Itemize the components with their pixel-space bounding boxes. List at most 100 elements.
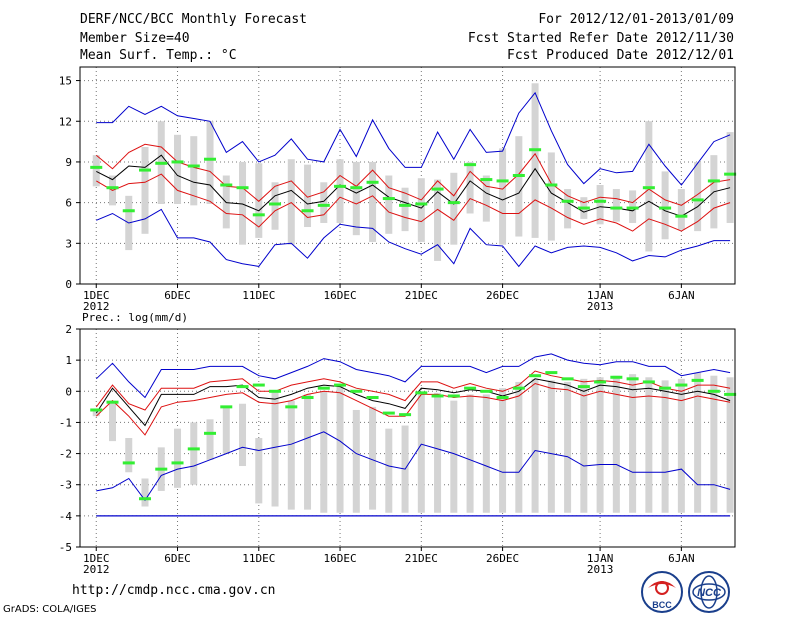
- spread-box: [401, 187, 409, 232]
- spread-box: [304, 394, 312, 510]
- spread-box: [547, 380, 555, 513]
- spread-box: [320, 182, 328, 223]
- spread-box: [450, 400, 458, 513]
- y-tick-label: 12: [59, 115, 72, 128]
- obs-marker: [610, 375, 623, 379]
- spread-box: [141, 478, 149, 507]
- obs-marker: [561, 199, 574, 203]
- y-tick-label: 1: [65, 354, 72, 367]
- spread-box: [547, 152, 555, 241]
- obs-marker: [122, 461, 135, 465]
- spread-box: [434, 179, 442, 261]
- spread-box: [271, 182, 279, 230]
- obs-marker: [594, 380, 607, 384]
- spread-box: [385, 428, 393, 513]
- spread-box: [190, 136, 198, 206]
- y-tick-label: -3: [59, 479, 72, 492]
- x-tick-label: 26DEC: [486, 552, 519, 565]
- obs-marker: [204, 431, 217, 435]
- obs-marker: [480, 389, 493, 393]
- spread-box: [726, 377, 734, 513]
- x-tick-label: 26DEC: [486, 289, 519, 302]
- obs-marker: [220, 183, 233, 187]
- obs-marker: [675, 214, 688, 218]
- ensemble-upper-line: [95, 370, 731, 411]
- ncc-logo: NCC: [688, 571, 730, 613]
- ensemble-max-line: [95, 353, 731, 399]
- spread-box: [450, 172, 458, 245]
- spread-box: [515, 381, 523, 513]
- chart-panel-2: Prec.: log(mm/d)-5-4-3-2-10121DEC20126DE…: [59, 311, 737, 576]
- spread-box: [645, 377, 653, 513]
- spread-box: [564, 189, 572, 229]
- ensemble-lower-line: [95, 382, 731, 436]
- obs-marker: [236, 385, 249, 389]
- member-size-label: Member Size=40: [80, 31, 190, 46]
- obs-marker: [171, 160, 184, 164]
- obs-marker: [496, 179, 509, 183]
- obs-marker: [382, 197, 395, 201]
- plot-frame: [79, 66, 736, 285]
- spread-box: [109, 400, 117, 442]
- spread-box: [612, 189, 620, 222]
- spread-box: [677, 378, 685, 513]
- obs-marker: [480, 178, 493, 182]
- y-tick-label: 9: [65, 156, 72, 169]
- obs-marker: [122, 209, 135, 213]
- spread-box: [515, 136, 523, 237]
- obs-marker: [529, 148, 542, 152]
- spread-box: [320, 391, 328, 513]
- spread-box: [482, 175, 490, 222]
- spread-box: [694, 161, 702, 232]
- x-tick-label: 6DEC: [164, 289, 191, 302]
- x-tick-label: 11DEC: [242, 289, 275, 302]
- obs-marker: [366, 396, 379, 400]
- spread-box: [385, 175, 393, 234]
- ncc-logo-text: NCC: [697, 587, 722, 599]
- spread-box: [580, 378, 588, 513]
- spread-box: [677, 189, 685, 230]
- spread-box: [174, 134, 182, 204]
- obs-marker: [626, 206, 639, 210]
- obs-marker: [447, 394, 460, 398]
- obs-marker: [447, 201, 460, 205]
- obs-marker: [724, 392, 737, 396]
- obs-marker: [187, 164, 200, 168]
- chart-title: DERF/NCC/BCC Monthly Forecast: [80, 12, 307, 27]
- obs-marker: [431, 187, 444, 191]
- obs-marker: [350, 186, 363, 190]
- x-tick-year-label: 2012: [83, 300, 110, 313]
- obs-marker: [334, 184, 347, 188]
- bcc-logo-text: BCC: [652, 600, 672, 610]
- spread-box: [417, 394, 425, 513]
- y-tick-label: -4: [59, 510, 73, 523]
- spread-box: [466, 394, 474, 513]
- obs-marker: [577, 385, 590, 389]
- obs-marker: [334, 383, 347, 387]
- ensemble-median-line: [96, 154, 731, 217]
- y-tick-label: 6: [65, 197, 72, 210]
- spread-box: [336, 159, 344, 223]
- obs-marker: [577, 206, 590, 210]
- obs-marker: [659, 206, 672, 210]
- x-tick-label: 11DEC: [242, 552, 275, 565]
- obs-marker: [675, 383, 688, 387]
- source-url[interactable]: http://cmdp.ncc.cma.gov.cn: [72, 583, 276, 598]
- obs-marker: [707, 389, 720, 393]
- spread-box: [190, 422, 198, 485]
- obs-marker: [659, 386, 672, 390]
- panel-title: Prec.: log(mm/d): [82, 311, 188, 324]
- spread-box: [222, 406, 230, 454]
- spread-box: [710, 375, 718, 513]
- obs-marker: [317, 203, 330, 207]
- ensemble-min-line: [96, 431, 731, 502]
- spread-box: [206, 121, 214, 204]
- x-tick-label: 6DEC: [164, 552, 191, 565]
- obs-marker: [252, 213, 265, 217]
- ensemble-max-line: [96, 91, 731, 186]
- obs-marker: [236, 186, 249, 190]
- spread-box: [596, 184, 604, 225]
- obs-marker: [464, 163, 477, 167]
- x-tick-label: 21DEC: [405, 552, 438, 565]
